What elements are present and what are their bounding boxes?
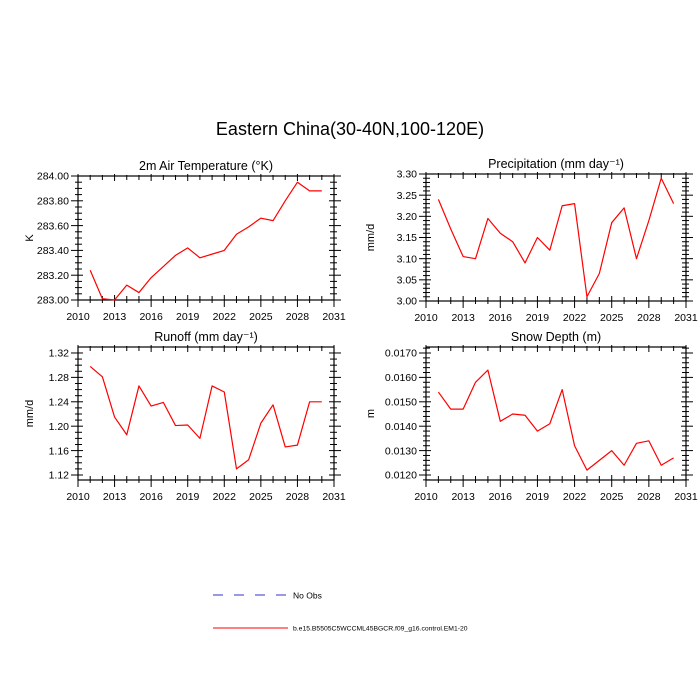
x-tick-label: 2019 bbox=[526, 312, 550, 324]
y-tick-label: 3.30 bbox=[397, 169, 418, 181]
x-tick-label: 2010 bbox=[414, 312, 438, 324]
y-tick-label: 0.0160 bbox=[385, 372, 417, 384]
legend: No Obs b.e15.B5505C5WCCML45BGCR.f09_g16.… bbox=[213, 591, 468, 633]
y-tick-label: 0.0170 bbox=[385, 348, 417, 360]
x-tick-label: 2025 bbox=[600, 491, 624, 503]
y-tick-label: 3.00 bbox=[397, 296, 418, 308]
x-tick-label: 2016 bbox=[489, 312, 513, 324]
y-tick-label: 283.00 bbox=[37, 295, 69, 307]
y-tick-label: 3.10 bbox=[397, 253, 418, 265]
x-tick-label: 2031 bbox=[322, 491, 346, 503]
x-tick-label: 2016 bbox=[489, 491, 513, 503]
series-line bbox=[437, 177, 675, 298]
x-tick-label: 2031 bbox=[674, 491, 698, 503]
subplot-title: 2m Air Temperature (°K) bbox=[139, 159, 273, 173]
y-tick-label: 1.24 bbox=[49, 396, 70, 408]
y-tick-label: 3.25 bbox=[397, 190, 418, 202]
y-tick-label: 1.28 bbox=[49, 372, 70, 384]
x-tick-label: 2025 bbox=[249, 491, 273, 503]
plot-box bbox=[425, 173, 687, 302]
y-tick-label: 3.15 bbox=[397, 232, 418, 244]
y-axis-label: mm/d bbox=[365, 224, 377, 252]
x-tick-label: 2022 bbox=[563, 312, 587, 324]
y-tick-label: 0.0130 bbox=[385, 445, 417, 457]
y-axis-label: mm/d bbox=[24, 400, 36, 428]
x-tick-label: 2028 bbox=[637, 312, 661, 324]
x-tick-label: 2013 bbox=[451, 491, 475, 503]
subplot-2: 2010 2013 2016 2019 2022 2025 2028 2031 1.12 1.16… bbox=[24, 330, 346, 503]
x-tick-label: 2028 bbox=[286, 491, 310, 503]
x-tick-label: 2016 bbox=[139, 491, 163, 503]
x-tick-label: 2019 bbox=[526, 491, 550, 503]
y-axis-label: m bbox=[365, 409, 377, 418]
subplot-1: 2010 2013 2016 2019 2022 2025 2028 2031 3.00 3.05… bbox=[365, 157, 698, 324]
series-line bbox=[437, 369, 674, 471]
x-tick-label: 2022 bbox=[213, 491, 237, 503]
subplot-title: Precipitation (mm day⁻¹) bbox=[488, 157, 624, 171]
y-axis-label: K bbox=[24, 234, 36, 242]
x-tick-label: 2016 bbox=[139, 311, 163, 323]
x-tick-label: 2031 bbox=[674, 312, 698, 324]
x-tick-label: 2010 bbox=[66, 311, 90, 323]
y-tick-label: 0.0140 bbox=[385, 421, 417, 433]
no-obs-label: No Obs bbox=[293, 591, 322, 601]
x-tick-label: 2028 bbox=[286, 311, 310, 323]
x-tick-label: 2031 bbox=[322, 311, 346, 323]
y-tick-label: 283.20 bbox=[37, 270, 69, 282]
y-tick-label: 283.80 bbox=[37, 196, 69, 208]
y-tick-label: 1.20 bbox=[49, 421, 70, 433]
x-tick-label: 2025 bbox=[600, 312, 624, 324]
y-tick-label: 1.16 bbox=[49, 445, 70, 457]
x-tick-label: 2013 bbox=[451, 312, 475, 324]
model-run-label: b.e15.B5505C5WCCML45BGCR.f09_g16.control… bbox=[293, 626, 468, 633]
figure-title: Eastern China(30-40N,100-120E) bbox=[216, 119, 484, 139]
y-tick-label: 283.40 bbox=[37, 245, 69, 257]
subplot-title: Snow Depth (m) bbox=[511, 330, 601, 344]
x-tick-label: 2022 bbox=[213, 311, 237, 323]
x-tick-label: 2019 bbox=[176, 311, 200, 323]
series-line bbox=[89, 365, 322, 470]
subplot-panels: 2010 2013 2016 2019 2022 2025 2028 2031 283.00 28… bbox=[24, 157, 698, 503]
subplot-3: 2010 2013 2016 2019 2022 2025 2028 2031 0.0120 0.… bbox=[365, 330, 698, 503]
x-tick-label: 2028 bbox=[637, 491, 661, 503]
x-tick-label: 2025 bbox=[249, 311, 273, 323]
y-tick-label: 0.0150 bbox=[385, 397, 417, 409]
y-tick-label: 284.00 bbox=[37, 171, 69, 183]
y-tick-label: 0.0120 bbox=[385, 470, 417, 482]
y-tick-label: 3.20 bbox=[397, 211, 418, 223]
y-tick-label: 3.05 bbox=[397, 275, 418, 287]
y-tick-label: 1.12 bbox=[49, 470, 70, 482]
subplot-title: Runoff (mm day⁻¹) bbox=[154, 330, 258, 344]
x-tick-label: 2010 bbox=[66, 491, 90, 503]
x-tick-label: 2010 bbox=[414, 491, 438, 503]
x-tick-label: 2013 bbox=[103, 311, 127, 323]
y-tick-label: 283.60 bbox=[37, 220, 69, 232]
x-tick-label: 2022 bbox=[563, 491, 587, 503]
y-tick-label: 1.32 bbox=[49, 348, 70, 360]
plot-box bbox=[425, 346, 687, 481]
series-line bbox=[89, 181, 322, 301]
subplot-0: 2010 2013 2016 2019 2022 2025 2028 2031 283.00 28… bbox=[24, 159, 346, 323]
x-tick-label: 2019 bbox=[176, 491, 200, 503]
x-tick-label: 2013 bbox=[103, 491, 127, 503]
plot-box bbox=[77, 175, 335, 301]
